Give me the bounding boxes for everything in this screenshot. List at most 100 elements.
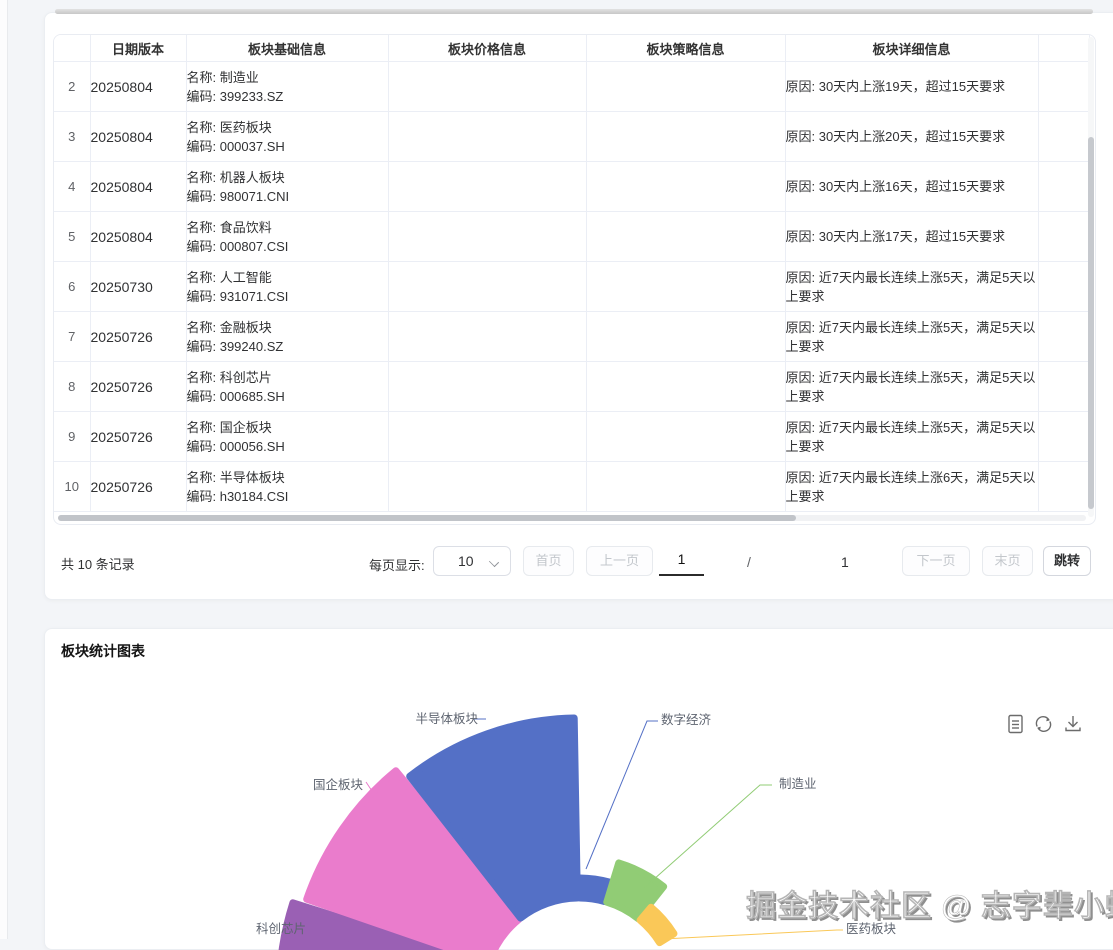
column-header-strategy: 板块策略信息 (586, 35, 786, 62)
strategy-info-cell (586, 111, 786, 162)
row-index: 2 (54, 61, 91, 112)
pie-label: 半导体板块 (415, 712, 478, 726)
pie-slice[interactable] (406, 714, 581, 922)
chart-card-title: 板块统计图表 (61, 643, 145, 659)
extra-cell (1038, 161, 1090, 212)
detail-info-cell: 原因: 近7天内最长连续上涨5天，满足5天以上要求 (785, 311, 1039, 362)
table-row: 5 20250804 名称: 食品饮料 编码: 000807.CSI 原因: 30天内上… (54, 211, 1090, 262)
top-horizontal-scrollbar[interactable] (55, 9, 1093, 14)
vertical-scrollbar-thumb[interactable] (1088, 137, 1094, 509)
price-info-cell (388, 161, 587, 212)
per-page-label: 每页显示: (369, 558, 425, 573)
price-info-cell (388, 411, 587, 462)
column-header-date: 日期版本 (90, 35, 187, 62)
watermark-text: 掘金技术社区 @ 志字辈小蚂蚁 (748, 891, 1113, 925)
basic-info-cell: 名称: 人工智能 编码: 931071.CSI (186, 261, 389, 312)
basic-info-cell: 名称: 科创芯片 编码: 000685.SH (186, 361, 389, 412)
extra-cell (1038, 61, 1090, 112)
extra-cell (1038, 211, 1090, 262)
pie-slice[interactable] (636, 903, 678, 947)
date-cell: 20250804 (90, 111, 187, 162)
price-info-cell (388, 311, 587, 362)
extra-cell (1038, 411, 1090, 462)
detail-info-cell: 原因: 近7天内最长连续上涨5天，满足5天以上要求 (785, 261, 1039, 312)
total-pages-text: 1 (841, 554, 849, 570)
data-view-icon[interactable] (1007, 713, 1024, 735)
row-index: 8 (54, 361, 91, 412)
basic-info-cell: 名称: 半导体板块 编码: h30184.CSI (186, 461, 389, 512)
date-cell: 20250726 (90, 361, 187, 412)
strategy-info-cell (586, 261, 786, 312)
price-info-cell (388, 361, 587, 412)
pie-label: 科创芯片 (256, 922, 306, 936)
jump-button[interactable]: 跳转 (1043, 546, 1091, 576)
date-cell: 20250730 (90, 261, 187, 312)
row-index: 6 (54, 261, 91, 312)
strategy-info-cell (586, 161, 786, 212)
row-index: 4 (54, 161, 91, 212)
table-row: 4 20250804 名称: 机器人板块 编码: 980071.CNI 原因: 30天内… (54, 161, 1090, 212)
pie-slice[interactable] (278, 899, 490, 950)
table-row: 7 20250726 名称: 金融板块 编码: 399240.SZ 原因: 近7天内最长… (54, 311, 1090, 362)
column-header-price: 板块价格信息 (388, 35, 587, 62)
pie-label: 制造业 (779, 777, 817, 791)
first-page-button[interactable]: 首页 (523, 546, 574, 576)
page-left-edge (0, 0, 8, 939)
label-leader-line (662, 929, 843, 940)
price-info-cell (388, 211, 587, 262)
page-separator: / (747, 554, 751, 570)
sector-table: 日期版本 板块基础信息 板块价格信息 板块策略信息 板块详细信息 2 202508… (54, 35, 1090, 512)
strategy-info-cell (586, 461, 786, 512)
label-leader-line (643, 784, 772, 889)
detail-info-cell: 原因: 30天内上涨16天，超过15天要求 (785, 161, 1039, 212)
per-page-value: 10 (458, 553, 474, 569)
strategy-info-cell (586, 211, 786, 262)
basic-info-cell: 名称: 制造业 编码: 399233.SZ (186, 61, 389, 112)
strategy-info-cell (586, 61, 786, 112)
detail-info-cell: 原因: 30天内上涨19天，超过15天要求 (785, 61, 1039, 112)
last-page-button[interactable]: 末页 (982, 546, 1033, 576)
strategy-info-cell (586, 411, 786, 462)
horizontal-scrollbar[interactable] (58, 515, 1086, 521)
prev-page-button[interactable]: 上一页 (586, 546, 653, 576)
table-row: 9 20250726 名称: 国企板块 编码: 000056.SH 原因: 近7天内最长… (54, 411, 1090, 462)
date-cell: 20250804 (90, 161, 187, 212)
basic-info-cell: 名称: 医药板块 编码: 000037.SH (186, 111, 389, 162)
current-page-input[interactable] (659, 544, 704, 576)
detail-info-cell: 原因: 30天内上涨20天，超过15天要求 (785, 111, 1039, 162)
extra-cell (1038, 311, 1090, 362)
detail-info-cell: 原因: 近7天内最长连续上涨5天，满足5天以上要求 (785, 361, 1039, 412)
pie-slice[interactable] (603, 859, 668, 923)
pie-label: 国企板块 (313, 777, 364, 792)
table-row: 6 20250730 名称: 人工智能 编码: 931071.CSI 原因: 近7天内最… (54, 261, 1090, 312)
watermark-text: 掘金技术社区 @ 志字辈小蚂蚁 (746, 889, 1113, 923)
vertical-scrollbar[interactable] (1088, 37, 1094, 517)
column-header-detail: 板块详细信息 (785, 35, 1039, 62)
sector-chart-card: 板块统计图表 半导体板块 数字经济 国企板 (44, 628, 1113, 950)
extra-cell (1038, 461, 1090, 512)
price-info-cell (388, 111, 587, 162)
restore-icon[interactable] (1033, 713, 1054, 735)
pie-label: 数字经济 (661, 712, 712, 727)
sector-table-container: 日期版本 板块基础信息 板块价格信息 板块策略信息 板块详细信息 2 202508… (53, 34, 1096, 525)
strategy-info-cell (586, 311, 786, 362)
row-index: 10 (54, 461, 91, 512)
per-page-select[interactable]: 10 (433, 546, 511, 576)
index-column-header (54, 35, 91, 62)
table-row: 8 20250726 名称: 科创芯片 编码: 000685.SH 原因: 近7天内最长… (54, 361, 1090, 412)
next-page-button[interactable]: 下一页 (902, 546, 970, 576)
chevron-down-icon (488, 556, 500, 568)
save-image-icon[interactable] (1063, 713, 1083, 735)
extra-cell (1038, 361, 1090, 412)
pie-label: 医药板块 (846, 922, 897, 936)
basic-info-cell: 名称: 食品饮料 编码: 000807.CSI (186, 211, 389, 262)
label-leader-line (585, 720, 658, 870)
sector-table-card: 日期版本 板块基础信息 板块价格信息 板块策略信息 板块详细信息 2 202508… (44, 12, 1113, 600)
horizontal-scrollbar-thumb[interactable] (58, 515, 796, 521)
strategy-info-cell (586, 361, 786, 412)
column-header-basic: 板块基础信息 (186, 35, 389, 62)
label-leader-line (310, 928, 352, 943)
detail-info-cell: 原因: 近7天内最长连续上涨6天，满足5天以上要求 (785, 461, 1039, 512)
table-header-row: 日期版本 板块基础信息 板块价格信息 板块策略信息 板块详细信息 (54, 35, 1090, 62)
column-header-extra (1038, 35, 1090, 62)
